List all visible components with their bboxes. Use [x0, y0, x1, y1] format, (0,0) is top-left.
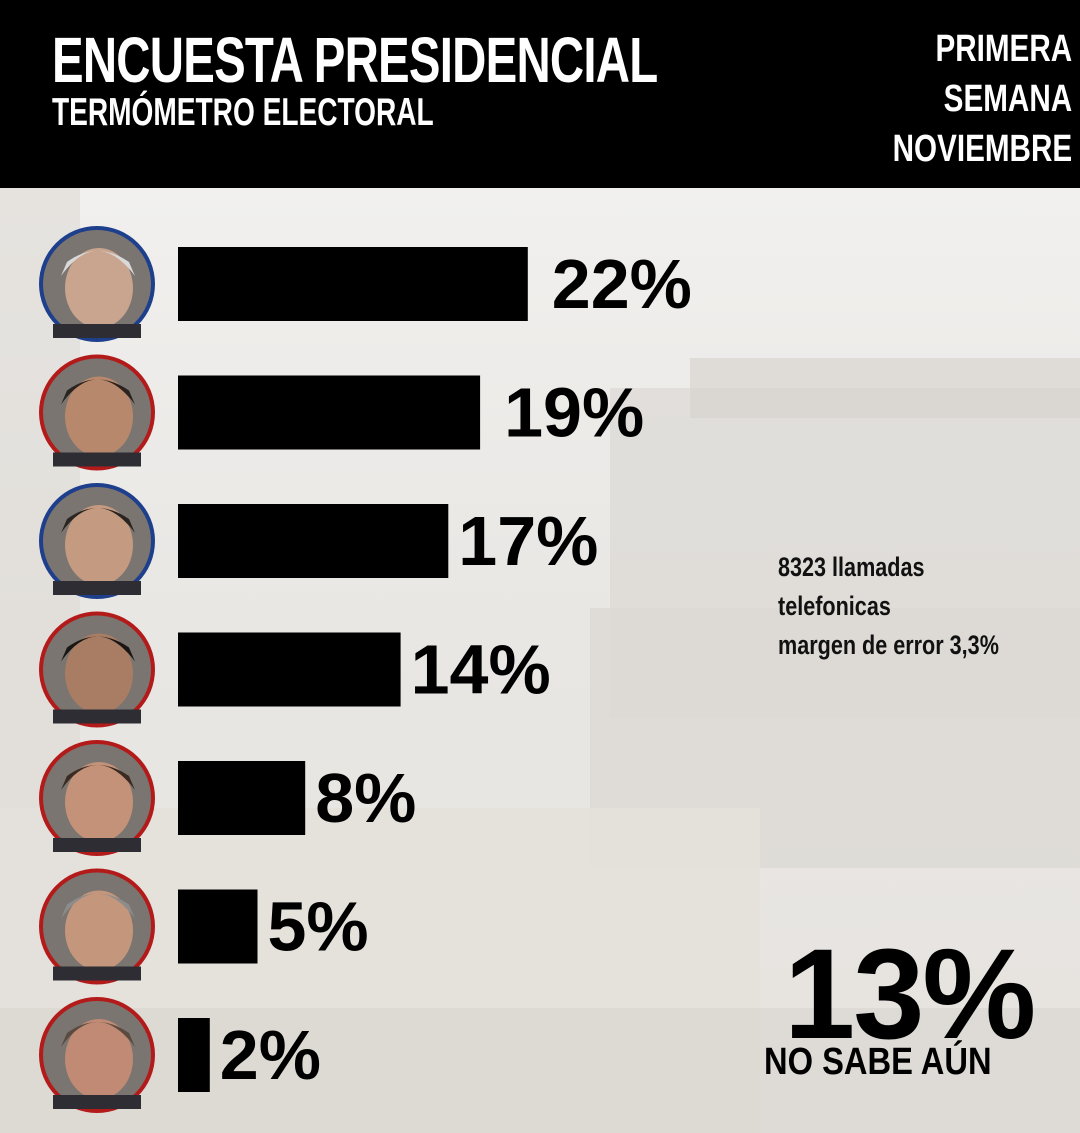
face-shape [65, 248, 133, 328]
value-label-6: 5% [268, 888, 369, 966]
candidate-photo-3 [39, 483, 155, 599]
undecided-label: NO SABE AÚN [764, 1041, 992, 1083]
page-subtitle: TERMÓMETRO ELECTORAL [52, 91, 434, 134]
collar-shape [53, 838, 141, 852]
face-shape [65, 505, 133, 585]
hair-shape [61, 508, 135, 533]
hair-shape [61, 765, 135, 790]
value-label-7: 2% [220, 1016, 321, 1094]
background-photo [0, 188, 1080, 1133]
value-label-5: 8% [315, 759, 416, 837]
undecided-value: 13% [784, 923, 1036, 1066]
bar-6 [178, 889, 258, 964]
period-line-2: SEMANA [943, 78, 1072, 120]
face-shape [65, 762, 133, 842]
candidate-photo-1 [39, 226, 155, 342]
collar-shape [53, 1095, 141, 1109]
header-banner: ENCUESTA PRESIDENCIAL TERMÓMETRO ELECTOR… [0, 0, 1080, 188]
bar-4 [178, 632, 401, 707]
hair-shape [61, 636, 135, 662]
candidate-photo-7 [39, 997, 155, 1113]
collar-shape [53, 452, 141, 467]
period-line-1: PRIMERA [935, 28, 1072, 70]
note-line-3: margen de error 3,3% [778, 630, 999, 660]
candidate-photo-2 [39, 354, 155, 471]
candidate-photo-6 [39, 868, 155, 985]
period-label: PRIMERA SEMANA NOVIEMBRE [892, 24, 1072, 174]
face-shape [65, 1019, 133, 1099]
bar-3 [178, 504, 449, 578]
collar-shape [53, 324, 141, 338]
bar-7 [178, 1018, 210, 1092]
hair-shape [61, 1022, 135, 1047]
bar-5 [178, 761, 306, 835]
value-label-2: 19% [504, 374, 644, 452]
bar-1 [178, 247, 528, 321]
note-line-1: 8323 llamadas [778, 552, 925, 582]
collar-shape [53, 581, 141, 595]
value-label-1: 22% [552, 245, 692, 323]
period-line-3: NOVIEMBRE [892, 128, 1072, 170]
face-shape [65, 890, 133, 971]
value-label-4: 14% [411, 631, 551, 709]
face-shape [65, 633, 133, 714]
collar-shape [53, 709, 141, 724]
hair-shape [61, 893, 135, 919]
candidate-photo-5 [39, 740, 155, 856]
face-shape [65, 376, 133, 457]
collar-shape [53, 966, 141, 981]
hair-shape [61, 251, 135, 276]
methodology-note: 8323 llamadas telefonicas margen de erro… [778, 548, 999, 665]
note-line-2: telefonicas [778, 591, 891, 621]
hair-shape [61, 379, 135, 405]
value-label-3: 17% [458, 502, 598, 580]
candidate-photo-4 [39, 611, 155, 728]
bar-2 [178, 375, 481, 450]
page-title: ENCUESTA PRESIDENCIAL [52, 24, 658, 96]
